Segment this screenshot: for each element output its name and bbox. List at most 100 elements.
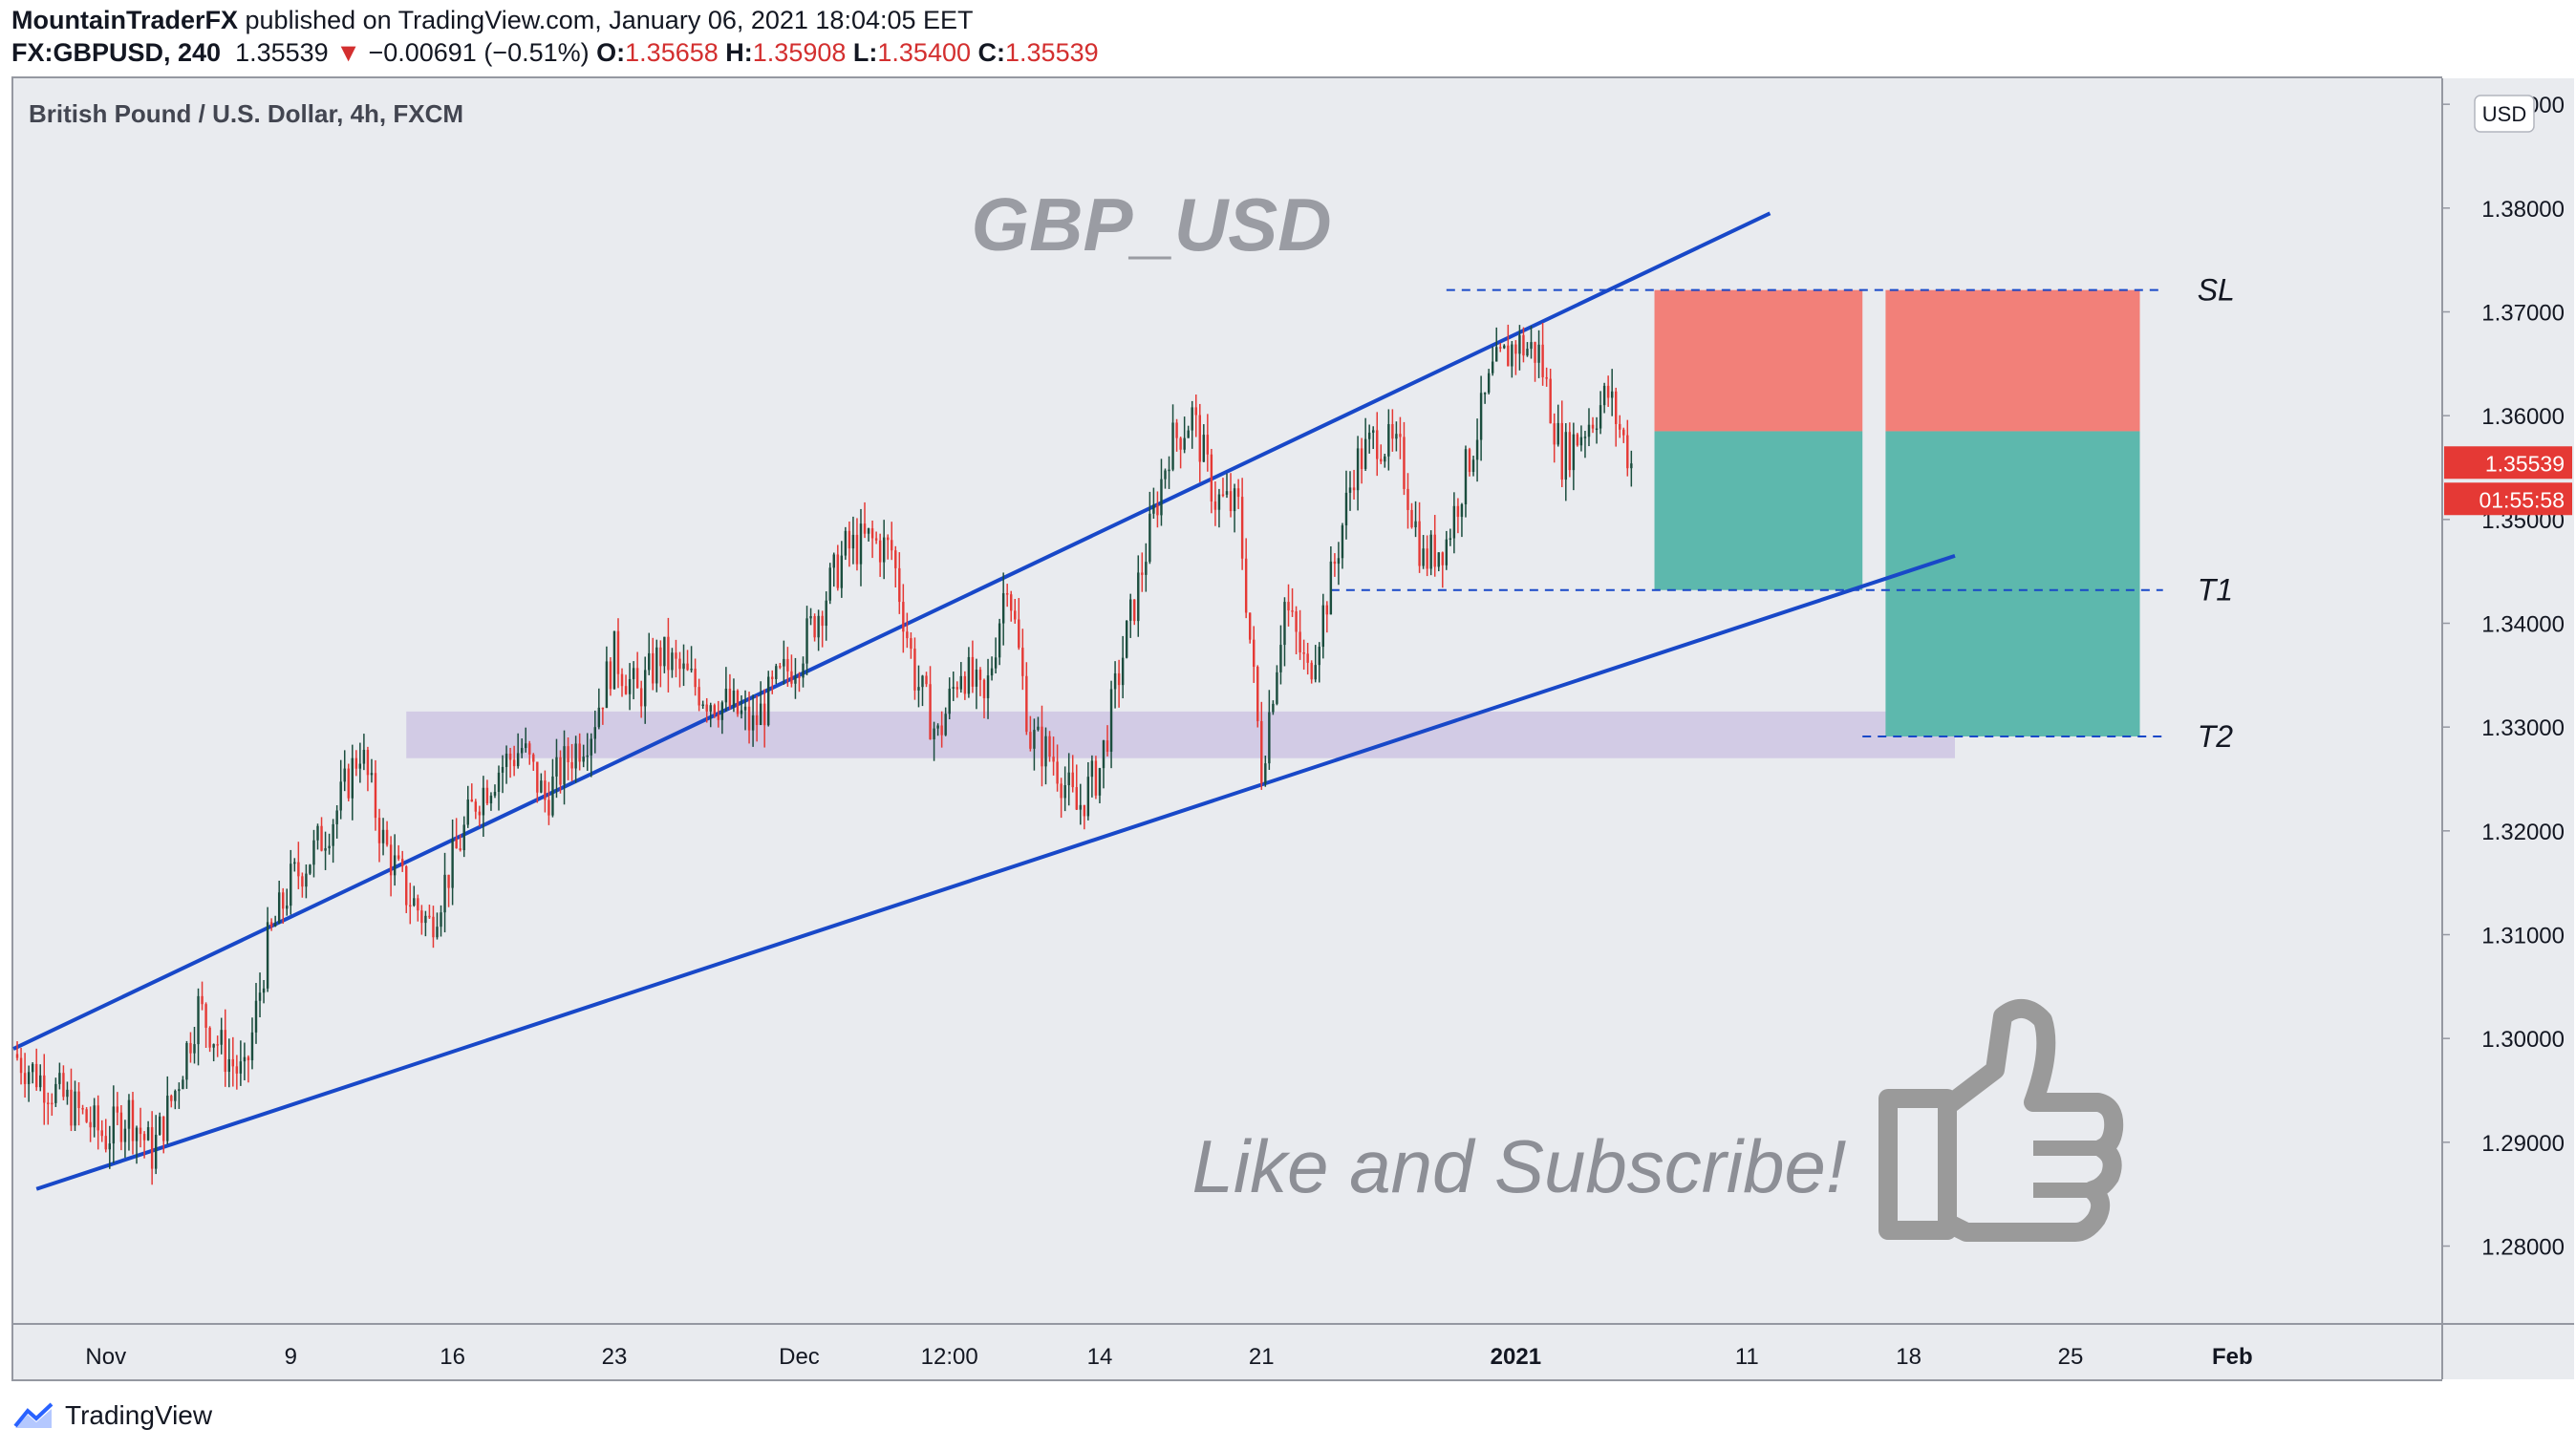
- candle-body: [743, 706, 747, 711]
- candle-body: [1426, 548, 1428, 569]
- candle-body: [51, 1102, 54, 1105]
- candle-body: [813, 616, 816, 638]
- candle-body: [227, 1058, 230, 1073]
- candle-body: [559, 757, 562, 785]
- countdown-tag: [2444, 482, 2572, 516]
- candle-body: [377, 818, 381, 843]
- y-tick-label: 1.36000: [2481, 404, 2565, 430]
- candle-body: [709, 705, 712, 712]
- candle-body: [347, 768, 350, 799]
- candle-body: [1406, 488, 1409, 510]
- candle-body: [1503, 345, 1506, 349]
- candle-body: [455, 839, 458, 849]
- x-tick-label: 12:00: [921, 1344, 978, 1370]
- candle-body: [74, 1091, 76, 1126]
- candle-body: [1029, 732, 1032, 749]
- candle-body: [239, 1061, 243, 1074]
- high-value: 1.35908: [752, 38, 847, 67]
- candle-body: [112, 1106, 116, 1144]
- candle-body: [532, 754, 535, 762]
- candle-body: [1217, 494, 1221, 510]
- candle-body: [1595, 428, 1599, 431]
- candle-body: [1483, 393, 1487, 394]
- time-axis-background: [13, 1324, 2574, 1379]
- x-tick-label: 21: [1249, 1344, 1275, 1370]
- candle-body: [286, 906, 289, 909]
- candle-body: [601, 707, 605, 710]
- candle-body: [859, 523, 863, 565]
- author-name[interactable]: MountainTraderFX: [11, 6, 239, 34]
- candle-body: [343, 768, 346, 782]
- candle-body: [362, 750, 366, 764]
- candle-body: [508, 753, 512, 760]
- candle-body: [1583, 437, 1587, 438]
- candle-body: [462, 824, 465, 851]
- candle-body: [848, 530, 851, 549]
- candle-body: [1260, 721, 1263, 784]
- candle-body: [836, 554, 840, 588]
- candle-body: [1240, 497, 1244, 559]
- caption-text: Like and Subscribe!: [1191, 1124, 1846, 1208]
- candle-body: [1083, 804, 1086, 817]
- y-tick-label: 1.37000: [2481, 301, 2565, 327]
- candle-body: [1587, 424, 1591, 437]
- candle-body: [713, 705, 716, 714]
- target-zone-1: [1654, 431, 1863, 590]
- candle-body: [1325, 605, 1329, 615]
- x-tick-label: Feb: [2212, 1344, 2253, 1370]
- candle-body: [1229, 491, 1233, 512]
- candle-body: [204, 1004, 207, 1028]
- candle-body: [779, 666, 782, 668]
- candle-body: [1619, 423, 1621, 430]
- candle-body: [127, 1099, 131, 1129]
- footer-brand[interactable]: TradingView: [65, 1400, 213, 1430]
- candle-body: [1272, 703, 1275, 713]
- candle-body: [959, 675, 963, 690]
- candle-body: [58, 1073, 61, 1084]
- candle-body: [389, 844, 393, 876]
- candle-body: [1479, 393, 1483, 440]
- candle-body: [790, 671, 793, 684]
- candle-body: [305, 873, 308, 887]
- candle-body: [1441, 552, 1444, 565]
- candle-body: [990, 668, 994, 676]
- candle-body: [1576, 434, 1579, 446]
- candle-body: [1610, 391, 1614, 398]
- candle-body: [1302, 652, 1305, 654]
- candle-body: [1306, 653, 1309, 663]
- candle-body: [690, 669, 693, 671]
- candle-body: [1025, 675, 1028, 733]
- candle-body: [612, 630, 616, 690]
- candle-body: [921, 675, 924, 688]
- candle-body: [1256, 667, 1259, 722]
- down-arrow-icon: ▼: [335, 38, 361, 67]
- candle-body: [620, 673, 624, 687]
- candle-body: [47, 1102, 50, 1104]
- candle-body: [19, 1057, 23, 1074]
- candle-body: [1187, 430, 1190, 438]
- candle-body: [724, 688, 728, 703]
- tradingview-logo-icon[interactable]: [13, 1401, 55, 1430]
- y-tick-label: 1.28000: [2481, 1235, 2565, 1261]
- candle-body: [93, 1105, 96, 1128]
- candle-body: [821, 615, 824, 627]
- candle-body: [374, 773, 377, 819]
- candle-body: [1213, 501, 1217, 510]
- candle-body: [247, 1056, 250, 1061]
- candle-body: [786, 658, 789, 672]
- candle-body: [1183, 437, 1186, 450]
- candle-body: [220, 1030, 223, 1045]
- symbol-label: FX:GBPUSD, 240: [11, 38, 222, 67]
- candle-body: [925, 675, 928, 685]
- candle-body: [967, 656, 971, 694]
- candle-body: [100, 1130, 103, 1137]
- candle-body: [978, 670, 982, 680]
- candle-body: [1352, 487, 1356, 491]
- candle-body: [447, 874, 450, 888]
- candle-body: [1276, 672, 1278, 704]
- candle-body: [77, 1091, 80, 1109]
- candle-body: [767, 676, 770, 726]
- level-label-sl: SL: [2198, 273, 2235, 308]
- candle-body: [466, 800, 469, 825]
